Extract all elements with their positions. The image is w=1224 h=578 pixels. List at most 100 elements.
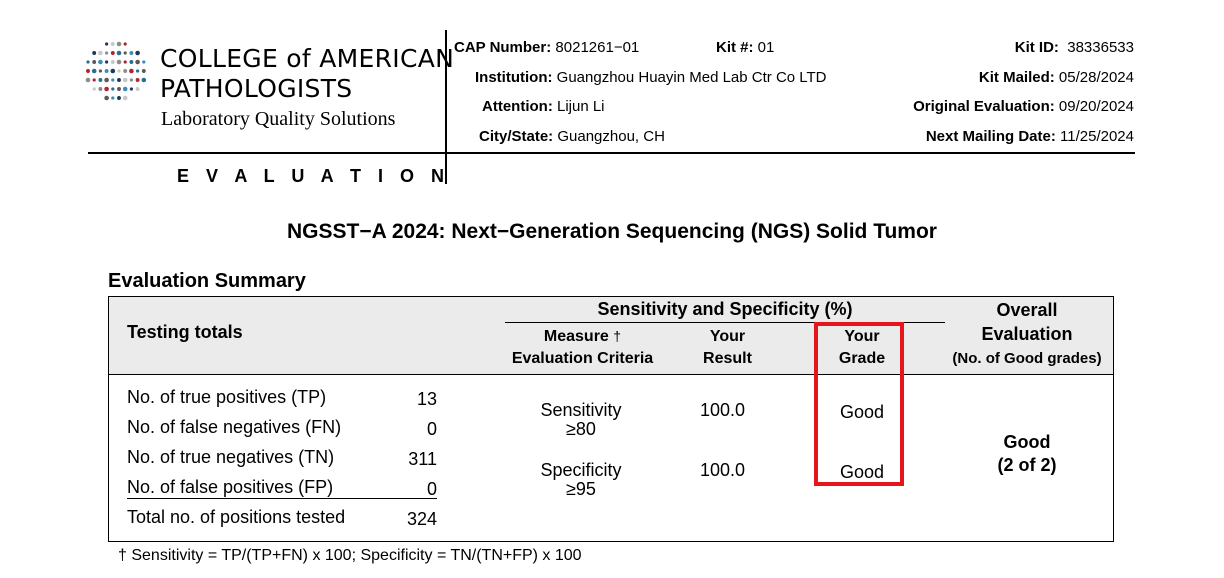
your-grade-header-line1: Your bbox=[844, 328, 880, 345]
measure-header-line1: Measure † bbox=[500, 328, 665, 346]
logo-dot bbox=[92, 60, 97, 64]
next-mailing-label: Next Mailing Date: bbox=[925, 128, 1056, 145]
institution-label: Institution: bbox=[475, 69, 553, 86]
logo-dot bbox=[105, 51, 109, 55]
logo-dot bbox=[129, 78, 133, 82]
logo-dot bbox=[104, 86, 109, 92]
logo-dot bbox=[122, 77, 128, 83]
overall-header-line1: Overall bbox=[996, 300, 1058, 320]
specificity-result: 100.0 bbox=[699, 460, 746, 480]
summary-title: Evaluation Summary bbox=[108, 270, 306, 292]
evaluation-summary-table bbox=[108, 296, 1114, 542]
totals-sum-underline bbox=[127, 498, 437, 499]
logo-dot bbox=[85, 77, 91, 83]
specificity-criteria: ≥95 bbox=[566, 479, 596, 499]
logo-dot bbox=[129, 68, 134, 74]
logo-dot bbox=[123, 60, 127, 64]
original-evaluation-label: Original Evaluation: bbox=[913, 98, 1055, 115]
measure-header-text: Measure bbox=[543, 328, 609, 345]
logo-dot bbox=[86, 69, 90, 73]
next-mailing-value: 11/25/2024 bbox=[1060, 128, 1134, 145]
fp-value: 0 bbox=[426, 479, 437, 499]
specificity-label: Specificity bbox=[540, 460, 622, 480]
sens-spec-underline bbox=[505, 322, 945, 323]
attention-row: Attention: Lijun Li bbox=[482, 98, 605, 115]
kit-id-value: 38336533 bbox=[1067, 39, 1134, 56]
institution-value: Guangzhou Huayin Med Lab Ctr Co LTD bbox=[556, 69, 827, 86]
kit-id-label: Kit ID: bbox=[1014, 39, 1059, 56]
logo-dot bbox=[92, 78, 96, 82]
logo-dot bbox=[105, 42, 109, 46]
tn-value: 311 bbox=[408, 449, 437, 469]
table-header-divider bbox=[109, 374, 1113, 375]
logo-dot bbox=[110, 42, 115, 46]
attention-label: Attention: bbox=[482, 98, 553, 115]
tp-label: No. of true positives (TP) bbox=[127, 387, 327, 407]
cap-number-label: CAP Number: bbox=[454, 39, 552, 56]
logo-dot bbox=[123, 51, 127, 55]
overall-header-line2: Evaluation bbox=[981, 324, 1073, 344]
cap-number-row: CAP Number: 8021261−01 bbox=[454, 39, 639, 56]
kit-number-label: Kit #: bbox=[716, 39, 754, 56]
logo-dot bbox=[116, 59, 122, 65]
sensitivity-grade: Good bbox=[839, 402, 885, 422]
header-horizontal-divider bbox=[88, 152, 1135, 154]
kit-mailed-row: Kit Mailed: 05/28/2024 bbox=[979, 69, 1134, 86]
logo-dot bbox=[135, 78, 140, 82]
logo-dot bbox=[129, 51, 134, 55]
logo-dot bbox=[111, 87, 115, 91]
logo-dot bbox=[111, 78, 115, 82]
logo-dot bbox=[141, 69, 146, 73]
logo-dot bbox=[98, 78, 103, 82]
institution-row: Institution: Guangzhou Huayin Med Lab Ct… bbox=[475, 69, 827, 86]
logo-dot bbox=[98, 69, 102, 73]
footnote-text: Sensitivity = TP/(TP+FN) x 100; Specific… bbox=[131, 547, 582, 564]
logo-dot bbox=[123, 69, 128, 73]
specificity-grade: Good bbox=[839, 462, 885, 482]
fp-label: No. of false positives (FP) bbox=[127, 477, 334, 497]
section-label: E V A L U A T I O N bbox=[177, 166, 451, 186]
original-evaluation-value: 09/20/2024 bbox=[1058, 98, 1134, 115]
logo-text-line3: Laboratory Quality Solutions bbox=[161, 108, 396, 130]
logo-dot bbox=[136, 69, 140, 73]
testing-totals-header: Testing totals bbox=[127, 322, 243, 342]
logo-dot bbox=[129, 60, 134, 64]
sensitivity-label: Sensitivity bbox=[540, 400, 622, 420]
logo-dot bbox=[104, 95, 109, 101]
cap-logo-icon bbox=[85, 41, 147, 101]
logo-dot bbox=[135, 59, 140, 65]
logo-dot bbox=[135, 87, 140, 91]
fn-value: 0 bbox=[426, 419, 437, 439]
sensitivity-criteria: ≥80 bbox=[566, 419, 596, 439]
logo-dot bbox=[141, 77, 147, 83]
logo-dot bbox=[122, 95, 128, 101]
logo-dot bbox=[104, 69, 109, 73]
logo-dot bbox=[116, 50, 122, 56]
logo-dot bbox=[122, 86, 128, 92]
logo-dot bbox=[110, 60, 115, 64]
overall-grade: Good bbox=[1003, 432, 1051, 452]
sensitivity-result: 100.0 bbox=[699, 400, 746, 420]
next-mailing-row: Next Mailing Date: 11/25/2024 bbox=[926, 128, 1134, 145]
overall-header-line3: (No. of Good grades) bbox=[952, 350, 1102, 367]
measure-header-line2: Evaluation Criteria bbox=[511, 350, 654, 367]
total-label: Total no. of positions tested bbox=[127, 507, 346, 527]
logo-dot bbox=[117, 87, 121, 91]
logo-dot bbox=[110, 68, 116, 74]
sens-spec-header: Sensitivity and Specificity (%) bbox=[597, 299, 853, 319]
logo-dot bbox=[129, 87, 133, 91]
city-state-value: Guangzhou, CH bbox=[557, 128, 665, 145]
table-header-background bbox=[109, 297, 1113, 374]
page-title: NGSST−A 2024: Next−Generation Sequencing… bbox=[287, 220, 937, 243]
logo-dot bbox=[110, 51, 115, 55]
logo-dot bbox=[117, 96, 121, 100]
logo-dot bbox=[98, 87, 103, 91]
overall-count: (2 of 2) bbox=[997, 455, 1057, 475]
grade-highlight-box bbox=[814, 322, 904, 486]
logo-dot bbox=[111, 96, 115, 100]
logo-dot bbox=[98, 59, 103, 65]
logo-dot bbox=[104, 77, 109, 83]
original-evaluation-row: Original Evaluation: 09/20/2024 bbox=[913, 98, 1134, 115]
kit-number-value: 01 bbox=[757, 39, 775, 56]
logo-dot bbox=[91, 68, 97, 74]
